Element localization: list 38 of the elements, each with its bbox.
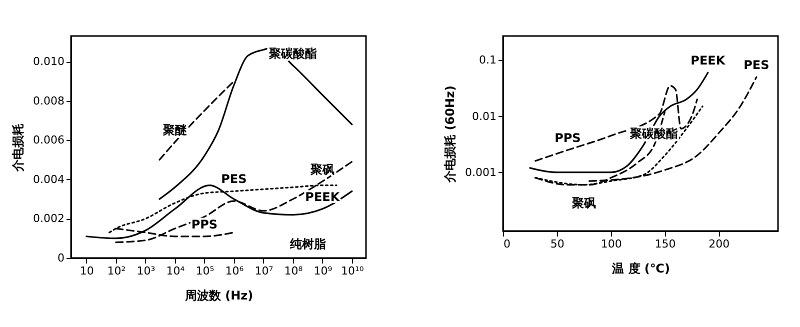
annotation: PEEK xyxy=(690,54,726,68)
y-tick-label: 0.008 xyxy=(33,94,64,108)
x-tick-label: 200 xyxy=(708,238,730,250)
annotation: PPS xyxy=(191,217,218,232)
y-tick-label: 0.001 xyxy=(465,166,496,179)
y-axis-title: 介电损耗 xyxy=(11,124,26,172)
y-tick-label: 0.01 xyxy=(472,110,496,123)
annotation: 聚砜 xyxy=(309,162,334,176)
annotation: 纯树脂 xyxy=(289,237,326,251)
x-tick-label: 10¹⁰ xyxy=(341,264,364,278)
x-tick-label: 100 xyxy=(600,238,622,250)
x-tick-label: 150 xyxy=(654,238,676,250)
y-tick-label: 0.006 xyxy=(33,134,64,147)
annotation: PPS xyxy=(554,131,581,146)
annotation: 聚醚 xyxy=(162,123,188,138)
x-tick-label: 10⁸ xyxy=(284,264,304,278)
x-tick-label: 10³ xyxy=(136,264,156,278)
x-axis-title: 周波数 (Hz) xyxy=(184,288,254,302)
annotation: 聚砜 xyxy=(570,196,596,210)
x-tick-label: 0 xyxy=(504,238,510,250)
x-axis-title: 温 度 (℃) xyxy=(611,262,670,276)
x-tick-label: 10⁵ xyxy=(196,264,214,278)
x-tick-label: 10⁶ xyxy=(225,264,244,278)
y-tick-label: 0 xyxy=(58,252,64,264)
x-tick-label: 10 xyxy=(80,264,94,278)
annotation: PEEK xyxy=(305,190,340,204)
y-tick-label: 0.010 xyxy=(33,55,64,68)
annotation: PES xyxy=(221,172,247,186)
y-tick-label: 0.002 xyxy=(33,212,64,226)
x-tick-label: 10⁴ xyxy=(166,264,186,278)
x-tick-label: 50 xyxy=(550,238,564,250)
y-tick-label: 0.1 xyxy=(479,54,496,67)
x-tick-label: 10² xyxy=(107,264,126,278)
x-tick-label: 10⁹ xyxy=(314,264,332,278)
annotation: PES xyxy=(744,58,770,72)
x-tick-label: 10⁷ xyxy=(254,264,274,278)
y-axis-title: 介电损耗 (60Hz) xyxy=(443,86,458,184)
y-tick-label: 0.004 xyxy=(33,172,64,186)
